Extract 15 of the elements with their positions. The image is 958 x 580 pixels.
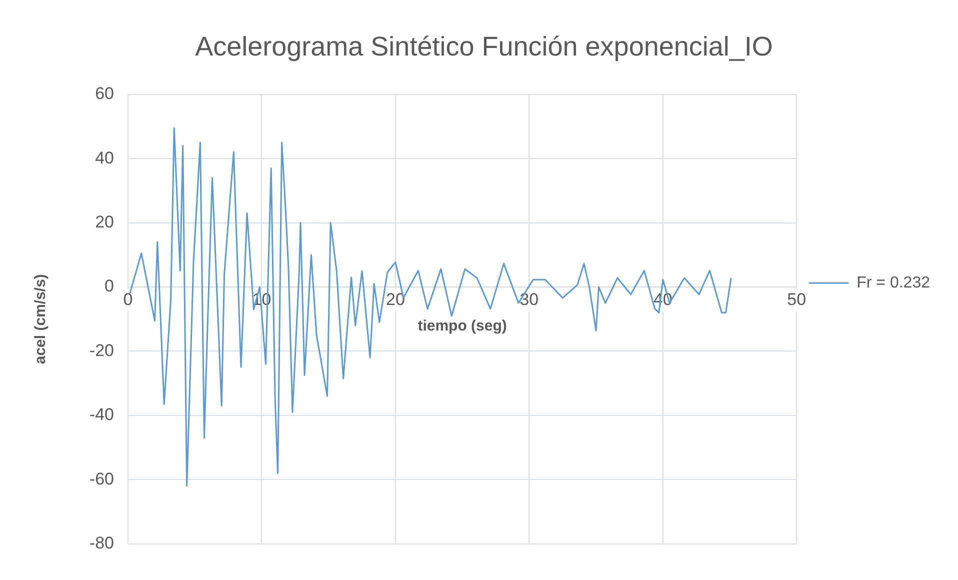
- x-axis-title: tiempo (seg): [418, 318, 507, 335]
- y-tick-label: -60: [89, 469, 114, 488]
- y-tick-label: 0: [104, 276, 114, 296]
- y-tick-label: -20: [89, 340, 114, 360]
- legend-label: Fr = 0.232: [856, 274, 930, 292]
- y-tick-label: -40: [89, 405, 114, 424]
- y-tick-label: 40: [95, 148, 114, 168]
- y-tick-label: 20: [95, 212, 114, 232]
- y-axis-title: acel (cm/s/s): [32, 274, 50, 364]
- y-tick-label: -80: [89, 533, 114, 552]
- y-tick-label: 60: [95, 84, 114, 104]
- x-tick-label: 0: [123, 290, 133, 309]
- x-tick-label: 50: [787, 290, 806, 309]
- chart-title: Acelerograma Sintético Función exponencial_IO: [195, 32, 773, 62]
- x-tick-label: 30: [520, 290, 539, 309]
